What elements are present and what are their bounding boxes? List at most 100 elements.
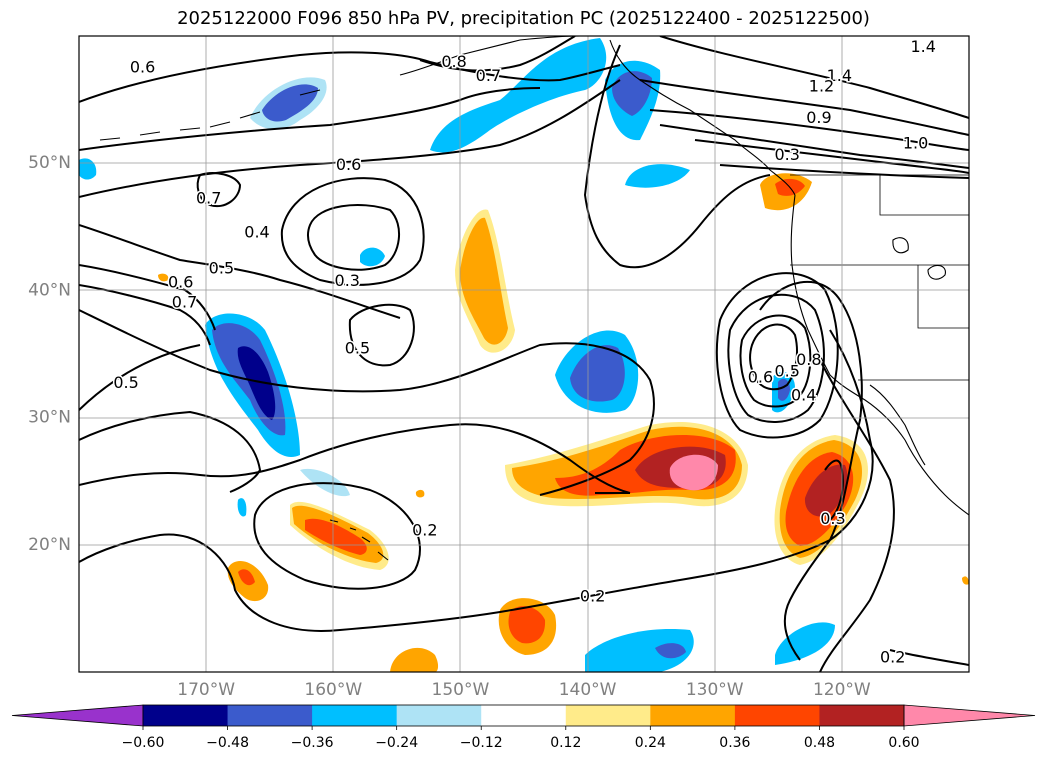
contour-label: 0.5: [774, 361, 799, 380]
contour-label: 0.6: [130, 57, 155, 76]
precip-neg-small-1: [625, 164, 690, 188]
precip-pos-midlat-core: [460, 217, 508, 345]
contour-label: 0.3: [335, 271, 360, 290]
pv-contour-ca-loop-inner: [739, 314, 812, 408]
pv-contour-0.7-loop: [196, 172, 242, 208]
longitude-label: 150°W: [432, 680, 490, 700]
pv-contour-0.2-loop: [253, 482, 421, 590]
borders: [790, 174, 969, 381]
precip-pos-plume-max: [669, 454, 718, 491]
contour-label: 0.2: [412, 520, 437, 539]
longitude-label: 140°W: [559, 680, 617, 700]
contour-label: 0.5: [113, 373, 138, 392]
precip-neg-edge: [79, 158, 97, 180]
contour-label: 1.4: [911, 37, 936, 56]
coastlines: [99, 36, 969, 561]
contour-label: 1.4: [827, 66, 852, 85]
coastline-aleutians: [99, 89, 321, 141]
colorbar-frame: [142, 704, 905, 727]
colorbar-segment: [312, 705, 398, 726]
precipitation-shading: [79, 38, 969, 672]
precip-pos-small-6: [962, 576, 969, 585]
contour-label: 1.2: [809, 76, 834, 95]
coastline-baja: [869, 384, 926, 466]
colorbar-tick-label: 0.36: [719, 735, 750, 751]
pv-contour-jet-6: [719, 164, 969, 179]
pv-contour-ca-loop-mid: [727, 293, 825, 423]
contour-label: 0.3: [820, 509, 845, 528]
precip-pos-baja-dark: [804, 464, 848, 517]
contour-label: 0.7: [476, 66, 501, 85]
longitude-label: 130°W: [686, 680, 744, 700]
longitude-label: 170°W: [177, 680, 235, 700]
colorbar-tick-label: −0.48: [206, 735, 249, 751]
colorbar: [11, 704, 1036, 727]
pv-contour-0.3-loop: [306, 204, 401, 271]
colorbar-segment: [819, 705, 905, 726]
pv-contour-0.6-west: [79, 264, 216, 331]
contour-label: 0.8: [441, 52, 466, 71]
precip-pos-hawaii-red: [305, 518, 367, 555]
precip-neg-bottom-1: [585, 629, 694, 672]
precip-neg-gulf: [430, 38, 607, 153]
gridlines: [79, 36, 969, 672]
lakes: [892, 237, 946, 280]
latitude-label: 50°N: [28, 153, 71, 173]
contour-label: 0.6: [336, 155, 361, 174]
pv-contour-0.3-east: [583, 44, 771, 269]
latitude-labels: 50°N 40°N 30°N 20°N: [28, 153, 71, 555]
precip-pos-small-3: [390, 647, 439, 672]
contour-label: 0.5: [345, 338, 370, 357]
coastline-north-america: [790, 194, 969, 516]
colorbar-tick-label: −0.12: [460, 735, 503, 751]
contour-label: 1.0: [903, 134, 928, 153]
contour-label: 0.6: [748, 368, 773, 387]
precip-pos-small-4: [158, 273, 169, 282]
contour-label: 0.8: [796, 350, 821, 369]
latitude-label: 20°N: [28, 535, 71, 555]
pv-contour-0.5-inner: [348, 303, 415, 367]
pv-contour-jet-1: [659, 36, 969, 119]
pv-contour-0.4-sub: [79, 423, 631, 494]
pv-contour-0.4-sw: [79, 410, 262, 493]
contour-label: 0.4: [244, 223, 269, 242]
pv-contour-jet-4: [659, 124, 969, 169]
contour-label: 0.7: [196, 188, 221, 207]
pv-contour-0.5-large: [79, 309, 655, 496]
precip-neg-bottom-1-core: [655, 643, 686, 659]
colorbar-segment: [565, 705, 651, 726]
contour-label: 0.5: [209, 258, 234, 277]
colorbar-segment: [143, 705, 229, 726]
coastline-alaska: [399, 36, 796, 196]
pv-contour-0.5-west: [79, 224, 401, 319]
colorbar-segment: [227, 705, 313, 726]
precip-neg-alaska-core: [612, 71, 652, 116]
colorbar-tick-label: 0.12: [550, 735, 581, 751]
contour-label: 0.9: [806, 108, 831, 127]
pv-contour-0.2: [79, 329, 874, 632]
map-frame: [78, 35, 970, 673]
latitude-label: 40°N: [28, 280, 71, 300]
colorbar-extend-high: [903, 704, 1036, 727]
colorbar-tick-label: −0.24: [375, 735, 418, 751]
pv-contour-0.4-loop: [280, 177, 425, 286]
colorbar-segment: [650, 705, 736, 726]
colorbar-tick-label: −0.60: [122, 735, 165, 751]
contour-labels: 0.6 0.80.71.41.41.20.91.00.30.60.70.40.50…: [112, 35, 938, 668]
precip-pos-small-1-core: [238, 569, 255, 586]
pv-contour-0.8: [419, 36, 576, 72]
contour-label: 0.4: [791, 385, 816, 404]
pv-contour-east-0.4: [819, 359, 895, 672]
colorbar-segment: [734, 705, 820, 726]
pv-contour-0.5-sw: [79, 344, 201, 411]
latitude-label: 30°N: [28, 408, 71, 428]
longitude-label: 160°W: [304, 680, 362, 700]
precip-neg-small-4: [237, 498, 247, 517]
contour-label: 0.2: [580, 586, 605, 605]
pv-contour-jet-2: [639, 79, 969, 136]
pv-contour-0.7-a: [79, 87, 541, 151]
colorbar-tick-label: −0.36: [291, 735, 334, 751]
colorbar-tick-label: 0.24: [635, 735, 666, 751]
pv-contour-0.2-se: [889, 649, 969, 666]
